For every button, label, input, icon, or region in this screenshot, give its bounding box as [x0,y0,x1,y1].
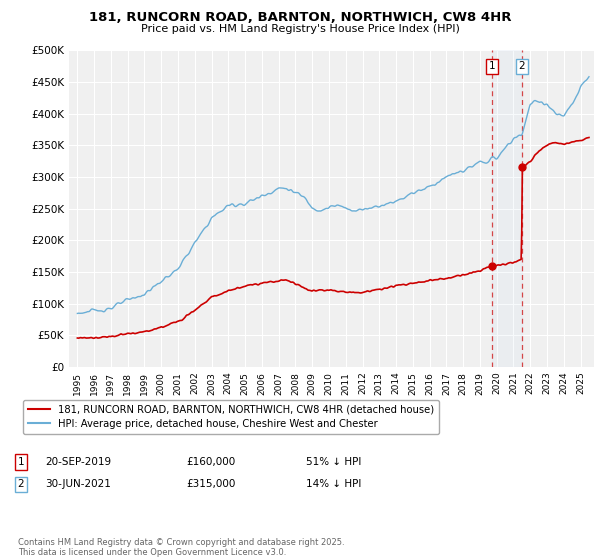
Text: 2: 2 [17,479,25,489]
Text: 30-JUN-2021: 30-JUN-2021 [45,479,111,489]
Text: 181, RUNCORN ROAD, BARNTON, NORTHWICH, CW8 4HR: 181, RUNCORN ROAD, BARNTON, NORTHWICH, C… [89,11,511,24]
Text: 51% ↓ HPI: 51% ↓ HPI [306,457,361,467]
Text: 14% ↓ HPI: 14% ↓ HPI [306,479,361,489]
Bar [492,50,522,367]
Text: 20-SEP-2019: 20-SEP-2019 [45,457,111,467]
Text: Price paid vs. HM Land Registry's House Price Index (HPI): Price paid vs. HM Land Registry's House … [140,24,460,34]
Text: Contains HM Land Registry data © Crown copyright and database right 2025.
This d: Contains HM Land Registry data © Crown c… [18,538,344,557]
Text: 1: 1 [489,61,496,71]
Text: £315,000: £315,000 [186,479,235,489]
Text: £160,000: £160,000 [186,457,235,467]
Legend: 181, RUNCORN ROAD, BARNTON, NORTHWICH, CW8 4HR (detached house), HPI: Average pr: 181, RUNCORN ROAD, BARNTON, NORTHWICH, C… [23,400,439,434]
Text: 2: 2 [518,61,525,71]
Text: 1: 1 [17,457,25,467]
